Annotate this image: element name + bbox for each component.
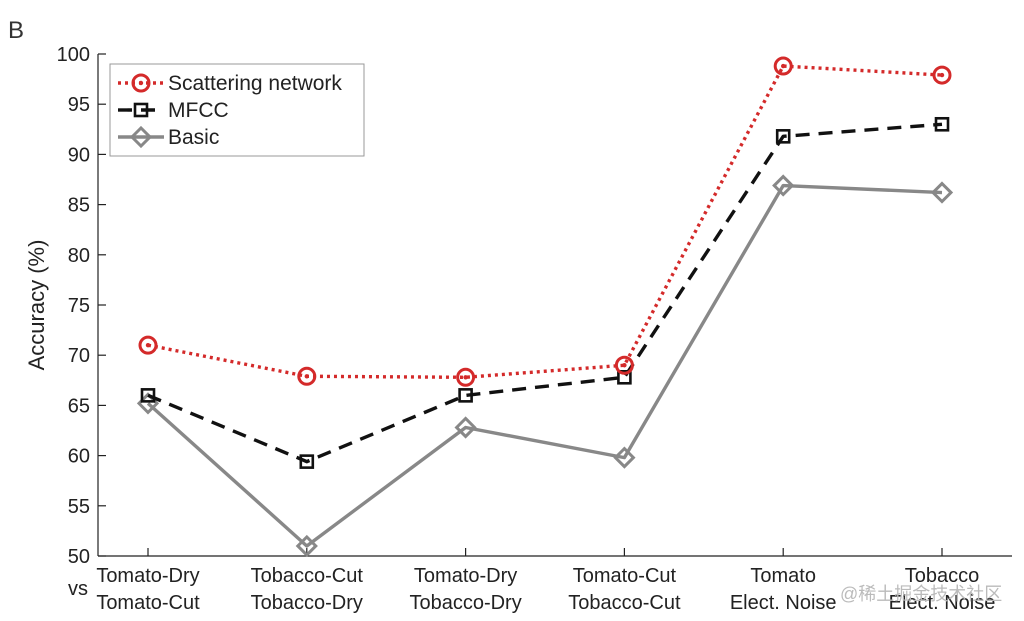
data-point: [297, 366, 317, 386]
y-tick-label: 70: [68, 345, 90, 367]
x-tick-label-line1: Tobacco-Cut: [251, 565, 364, 587]
x-tick-label-line2: Elect. Noise: [889, 592, 996, 614]
x-tick-label-line2: Elect. Noise: [730, 592, 837, 614]
legend-marker: [131, 73, 151, 93]
x-tick-label-line2: Tomato-Cut: [96, 592, 200, 614]
legend-label: Scattering network: [168, 72, 342, 95]
legend-marker-center: [138, 80, 144, 86]
x-tick-label-line2: Tobacco-Dry: [409, 592, 521, 614]
y-tick-label: 95: [68, 94, 90, 116]
data-point-center: [622, 363, 627, 368]
data-point: [930, 181, 954, 204]
series-square: [140, 116, 950, 469]
x-tick-label-line2: Tobacco-Cut: [568, 592, 681, 614]
data-point-center: [145, 342, 151, 348]
data-point: [140, 388, 156, 403]
y-tick-label: 90: [68, 144, 90, 166]
legend-label: Basic: [168, 126, 219, 149]
data-point: [613, 446, 636, 469]
y-tick-label: 75: [68, 295, 90, 317]
data-point: [773, 56, 793, 76]
data-point-center: [463, 375, 468, 380]
data-point: [775, 129, 791, 144]
x-tick-label-line1: Tomato-Cut: [573, 565, 677, 587]
y-tick-label: 55: [68, 496, 90, 518]
x-tick-label-line1: Tomato-Dry: [414, 565, 517, 587]
y-tick-label: 100: [57, 44, 90, 66]
data-point: [934, 116, 950, 132]
legend-marker: [133, 102, 149, 118]
axes: 50 55 60 65 70 75 80 85 90 95 100 Tomato-Dry Tomato-…: [24, 44, 1012, 614]
data-point: [772, 174, 795, 197]
series-circle: [138, 56, 952, 387]
data-point: [456, 367, 476, 387]
legend-entry: MFCC: [118, 99, 229, 122]
x-tick-label-line2: Tobacco-Dry: [251, 592, 363, 614]
y-tick-label: 85: [68, 195, 90, 217]
y-tick-label: 50: [68, 546, 90, 568]
y-tick-label: 80: [68, 245, 90, 267]
x-vs-label: vs: [68, 578, 88, 600]
x-tick-label-line1: Tomato: [750, 565, 816, 587]
series-line: [147, 64, 943, 379]
data-point-center: [939, 72, 945, 78]
series-line: [146, 183, 943, 548]
y-axis-label: Accuracy (%): [24, 240, 49, 371]
series-layer: [136, 56, 954, 558]
legend-entry: Scattering network: [118, 72, 342, 95]
series-line: [147, 122, 943, 464]
data-point: [932, 65, 952, 85]
data-point: [138, 335, 158, 355]
watermark-text: @稀土掘金技术社区: [840, 584, 1002, 604]
x-tick-label-line1: Tobacco: [905, 565, 980, 587]
data-point-center: [304, 374, 309, 379]
data-point: [299, 454, 315, 469]
y-tick-label: 60: [68, 446, 90, 468]
legend-marker: [129, 125, 153, 149]
data-point: [458, 388, 473, 403]
x-tick-label-line1: Tomato-Dry: [96, 565, 199, 587]
data-point: [295, 534, 318, 558]
y-tick-label: 65: [68, 395, 90, 417]
data-point: [617, 369, 632, 385]
legend: Scattering network MFCC Basic: [109, 63, 365, 157]
data-point-center: [781, 63, 786, 69]
data-point: [454, 416, 477, 439]
data-point: [614, 355, 634, 375]
legend-entry: Basic: [118, 125, 219, 149]
legend-label: MFCC: [168, 99, 229, 122]
panel-label: B: [8, 17, 24, 44]
